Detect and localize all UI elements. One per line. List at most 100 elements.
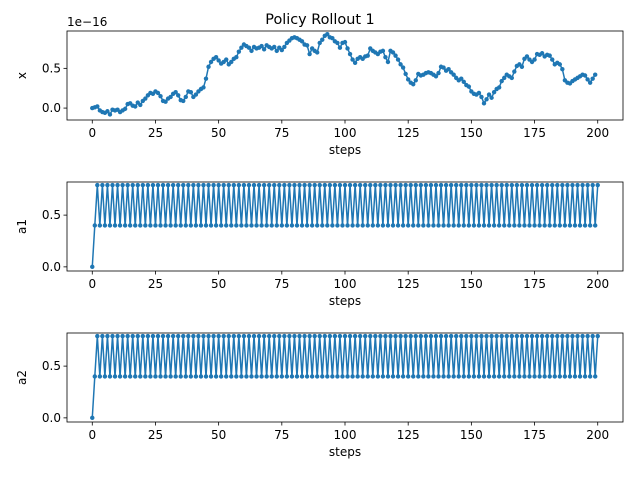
data-point <box>201 85 206 90</box>
data-point <box>256 182 262 188</box>
data-point <box>524 333 530 339</box>
data-point <box>502 75 507 81</box>
data-point <box>201 182 206 188</box>
data-point <box>476 90 482 96</box>
data-point <box>269 374 274 379</box>
data-point <box>193 92 199 97</box>
data-point <box>193 374 199 379</box>
data-point <box>297 182 302 188</box>
data-point <box>479 182 484 188</box>
data-point <box>193 223 199 228</box>
data-point <box>385 223 391 228</box>
data-point <box>524 54 530 59</box>
data-point <box>537 223 542 228</box>
x-axis-label: steps <box>329 445 361 459</box>
data-point <box>461 79 466 85</box>
data-point <box>481 374 487 379</box>
x-axis-label: steps <box>329 294 361 308</box>
data-point <box>448 333 454 339</box>
data-point <box>330 35 335 41</box>
data-point <box>585 333 590 339</box>
data-point <box>522 223 527 228</box>
x-tick-label: 175 <box>523 428 546 442</box>
data-point <box>251 182 257 188</box>
data-point <box>585 182 590 188</box>
data-point <box>441 223 446 228</box>
data-point <box>352 182 358 188</box>
data-point <box>595 333 600 339</box>
data-point <box>459 182 464 188</box>
data-point <box>590 182 595 188</box>
x-tick-label: 175 <box>523 277 546 291</box>
data-point <box>241 182 247 188</box>
data-point <box>287 333 292 339</box>
data-point <box>587 80 593 85</box>
data-point <box>557 223 563 228</box>
data-point <box>565 333 570 339</box>
data-point <box>544 182 550 188</box>
data-point <box>122 106 128 112</box>
data-point <box>504 182 509 188</box>
data-point <box>287 182 292 188</box>
data-point <box>229 374 234 379</box>
data-point <box>593 374 598 379</box>
data-point <box>507 223 512 228</box>
data-point <box>176 182 181 188</box>
data-point <box>307 51 312 57</box>
data-point <box>557 374 563 379</box>
data-point <box>464 333 469 339</box>
data-point <box>90 264 95 270</box>
data-point <box>297 333 302 339</box>
data-point <box>464 182 469 188</box>
data-point <box>345 374 350 379</box>
data-point <box>451 223 456 228</box>
subplot-a2: 0 25 50 75 100 125 150 175 200 0.0 0.5 steps a2 <box>15 332 624 459</box>
data-point <box>408 182 413 188</box>
data-point <box>332 182 338 188</box>
data-point <box>186 182 191 188</box>
data-point <box>474 333 479 339</box>
axes-frame <box>66 332 624 423</box>
data-point <box>256 333 262 339</box>
x-tick-label: 50 <box>211 428 226 442</box>
data-point <box>499 78 504 84</box>
data-point <box>143 96 148 101</box>
x-tick-label: 175 <box>523 126 546 140</box>
data-point <box>347 333 353 339</box>
data-point <box>327 333 333 339</box>
data-point <box>413 78 418 83</box>
data-point <box>496 223 502 228</box>
data-point <box>421 374 426 379</box>
data-point <box>213 374 219 379</box>
data-point <box>294 374 300 379</box>
data-point <box>466 374 472 379</box>
data-point <box>299 39 305 44</box>
data-point <box>95 104 100 109</box>
data-point <box>587 223 593 228</box>
x-tick-label: 200 <box>586 126 609 140</box>
data-point <box>181 333 186 339</box>
data-point <box>517 374 522 379</box>
data-point <box>509 75 514 81</box>
data-point <box>279 374 285 379</box>
data-point <box>388 182 393 188</box>
data-point <box>466 223 472 228</box>
subplots: 0 25 50 75 100 125 150 175 2000.00.5stepsx1e−160… <box>15 15 624 459</box>
data-point <box>234 374 239 379</box>
data-point <box>188 223 194 228</box>
x-tick-label: 25 <box>148 126 163 140</box>
data-point <box>325 223 330 228</box>
data-point <box>552 223 557 228</box>
x-tick-label: 25 <box>148 428 163 442</box>
data-point <box>181 182 186 188</box>
data-point <box>368 333 373 339</box>
subplot-a1: 0 25 50 75 100 125 150 175 200 0.0 0.5 steps a1 <box>15 181 624 308</box>
data-point <box>580 182 585 188</box>
data-point <box>550 57 555 62</box>
data-point <box>547 374 552 379</box>
data-point <box>484 182 489 188</box>
data-point <box>148 374 153 379</box>
data-point <box>479 94 484 100</box>
data-point <box>183 374 188 379</box>
data-point <box>292 182 297 188</box>
